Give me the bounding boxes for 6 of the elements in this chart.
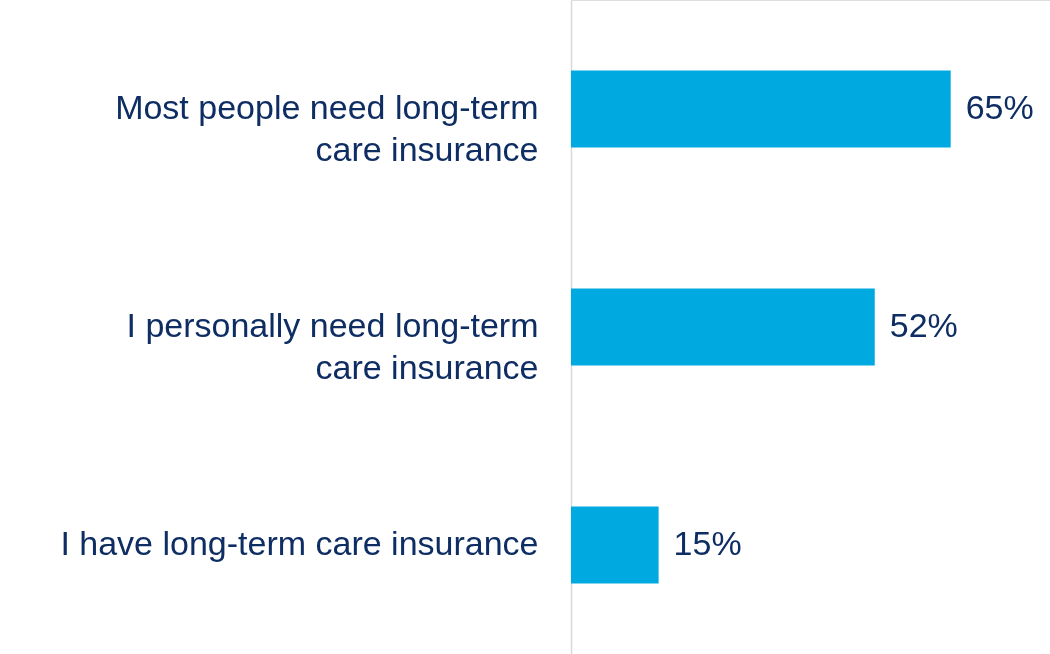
- data-label: 52%: [889, 306, 958, 344]
- data-label: 65%: [965, 88, 1034, 126]
- y-tick-label: I have long-term care insurance: [60, 524, 539, 562]
- y-tick-label: I personally need long-term care insurance: [126, 306, 539, 386]
- y-tick-label: Most people need long-term care insurance: [115, 88, 539, 168]
- data-label: 15%: [673, 524, 742, 562]
